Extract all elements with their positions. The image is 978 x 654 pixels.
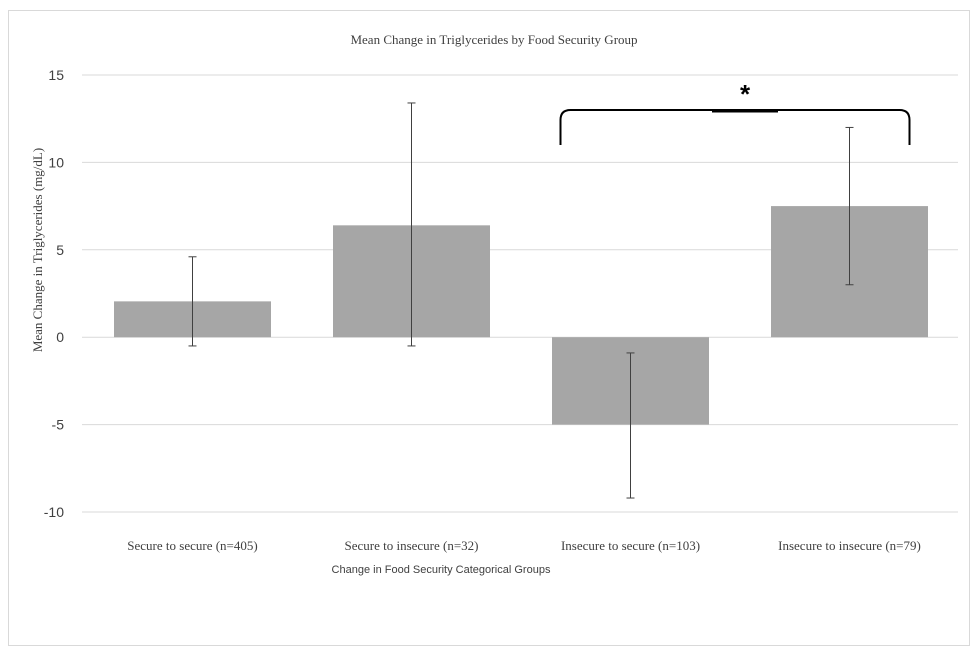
y-tick-label: 0: [56, 329, 64, 345]
grid-lines: [82, 74, 958, 513]
y-tick-label: 10: [48, 154, 64, 170]
bars: [114, 206, 928, 425]
error-bar: [626, 352, 635, 499]
error-bar: [407, 102, 416, 347]
chart-title: Mean Change in Triglycerides by Food Sec…: [350, 32, 637, 47]
y-tick-label: -5: [52, 417, 65, 433]
x-tick-label: Insecure to insecure (n=79): [778, 538, 921, 553]
y-tick-label: 15: [48, 67, 64, 83]
x-tick-label: Secure to secure (n=405): [127, 538, 257, 553]
error-bars: [188, 102, 854, 499]
y-axis-label: Mean Change in Triglycerides (mg/dL): [30, 148, 45, 352]
significance-bracket: *: [559, 79, 911, 145]
x-tick-label: Insecure to secure (n=103): [561, 538, 700, 553]
x-tick-label: Secure to insecure (n=32): [344, 538, 478, 553]
error-bar: [845, 126, 854, 286]
y-tick-label: -10: [44, 504, 64, 520]
significance-marker: *: [740, 79, 751, 109]
x-tick-labels: Secure to secure (n=405) Secure to insecu…: [127, 538, 921, 553]
y-tick-labels: 15 10 5 0 -5 -10: [44, 67, 64, 520]
x-axis-label: Change in Food Security Categorical Grou…: [332, 564, 551, 576]
error-bar: [188, 256, 197, 347]
bracket-line: [559, 109, 911, 145]
y-tick-label: 5: [56, 242, 64, 258]
